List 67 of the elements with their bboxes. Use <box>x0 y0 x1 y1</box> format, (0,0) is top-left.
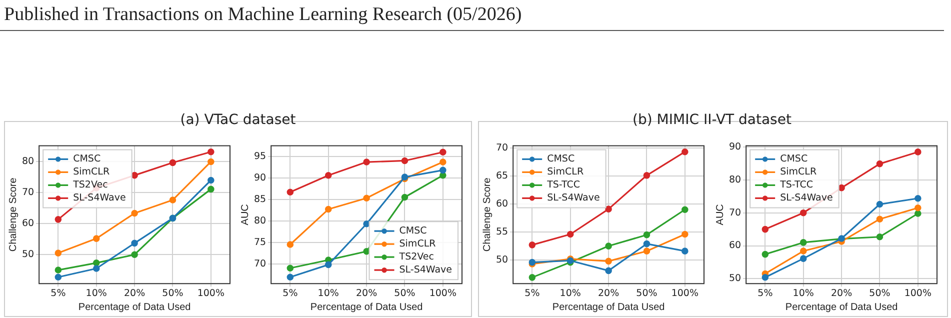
y-tick-label: 55 <box>496 226 508 238</box>
x-tick-label: 20% <box>830 288 852 299</box>
chart-title: (b) MIMIC II-VT dataset <box>632 112 792 128</box>
x-axis-title: Percentage of Data Used <box>78 302 191 313</box>
legend-label: SimCLR <box>547 166 584 178</box>
legend-label: SL-S4Wave <box>399 264 452 276</box>
x-tick-label: 50% <box>636 288 658 299</box>
legend-label: SL-S4Wave <box>780 192 833 204</box>
y-axis-title: Challenge Score <box>482 177 493 252</box>
legend-label: CMSC <box>73 154 101 165</box>
y-tick-label: 50 <box>496 254 508 266</box>
legend-label: CMSC <box>547 154 575 165</box>
text: Published in Transactions on Machine Learning Research (05/2026) <box>4 4 522 26</box>
y-tick-label: 80 <box>22 156 34 168</box>
x-tick-label: 10% <box>792 288 814 299</box>
x-tick-label: 100% <box>197 288 224 299</box>
legend-label: TS-TCC <box>779 180 814 191</box>
legend-label: SL-S4Wave <box>547 192 600 204</box>
y-tick-label: 50 <box>22 248 34 260</box>
x-tick-label: 10% <box>318 288 339 299</box>
legend-label: SimCLR <box>73 166 110 178</box>
x-tick-label: 20% <box>356 288 378 299</box>
y-tick-label: 60 <box>496 198 508 210</box>
x-tick-label: 20% <box>598 288 620 299</box>
y-tick-label: 85 <box>254 194 266 205</box>
x-tick-label: 50% <box>869 288 890 299</box>
y-tick-label: 60 <box>728 240 742 252</box>
x-tick-label: 100% <box>671 288 698 299</box>
legend-label: TS2Vec <box>398 252 434 263</box>
y-tick-label: 70 <box>728 207 742 218</box>
legend-label: SimCLR <box>399 238 436 250</box>
x-tick-label: 50% <box>394 288 416 299</box>
y-tick-label: 90 <box>254 172 266 184</box>
x-tick-label: 100% <box>904 288 932 299</box>
x-axis-title: Percentage of Data Used <box>552 302 665 313</box>
legend-label: TS-TCC <box>546 180 580 191</box>
y-tick-label: 80 <box>728 174 742 186</box>
y-tick-label: 50 <box>728 273 742 284</box>
y-tick-label: 65 <box>496 170 508 182</box>
x-tick-label: 50% <box>162 288 184 299</box>
legend-label: CMSC <box>780 154 808 165</box>
x-tick-label: 5% <box>524 288 540 299</box>
y-tick-label: 80 <box>254 215 266 226</box>
y-tick-label: 75 <box>254 236 266 248</box>
legend-label: TS2Vec <box>72 180 108 191</box>
x-tick-label: 5% <box>758 288 773 299</box>
x-tick-label: 5% <box>50 288 66 299</box>
y-axis-title: Challenge Score <box>8 177 19 252</box>
x-tick-label: 10% <box>560 288 581 299</box>
x-axis-title: Percentage of Data Used <box>310 302 423 313</box>
y-tick-label: 70 <box>254 258 266 270</box>
y-tick-label: 70 <box>496 142 508 154</box>
x-tick-label: 100% <box>429 288 456 299</box>
x-tick-label: 5% <box>282 288 298 299</box>
legend-label: SL-S4Wave <box>73 192 126 204</box>
y-tick-label: 60 <box>22 218 34 229</box>
y-axis-title: AUC <box>240 204 251 226</box>
x-tick-label: 10% <box>86 288 107 299</box>
y-axis-title: AUC <box>714 204 726 226</box>
y-tick-label: 70 <box>22 187 34 198</box>
y-tick-label: 95 <box>254 150 266 162</box>
y-tick-label: 90 <box>728 141 742 152</box>
legend-label: SimCLR <box>780 166 817 178</box>
x-tick-label: 20% <box>124 288 146 299</box>
x-axis-title: Percentage of Data Used <box>785 302 898 313</box>
chart-title: (a) VTaC dataset <box>179 112 297 128</box>
legend-label: CMSC <box>399 226 428 237</box>
